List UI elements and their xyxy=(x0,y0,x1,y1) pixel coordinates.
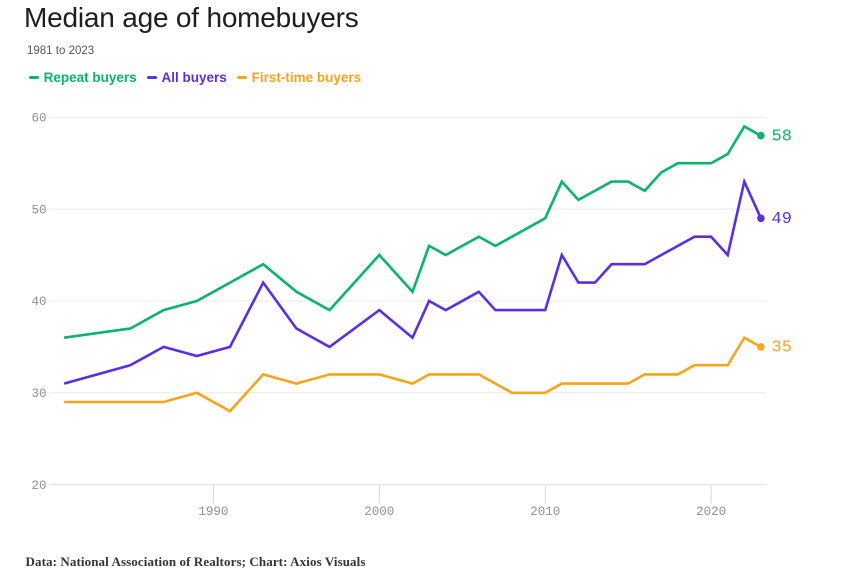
svg-text:40: 40 xyxy=(31,295,46,309)
svg-text:20: 20 xyxy=(31,479,46,493)
svg-text:2020: 2020 xyxy=(696,505,726,519)
svg-text:1990: 1990 xyxy=(198,505,228,519)
svg-text:60: 60 xyxy=(31,112,46,126)
svg-text:58: 58 xyxy=(772,127,792,146)
svg-text:30: 30 xyxy=(31,387,46,401)
svg-text:49: 49 xyxy=(772,210,792,229)
svg-text:50: 50 xyxy=(31,203,46,217)
svg-text:2010: 2010 xyxy=(530,505,560,519)
svg-text:2000: 2000 xyxy=(364,505,394,519)
svg-text:35: 35 xyxy=(772,339,792,358)
